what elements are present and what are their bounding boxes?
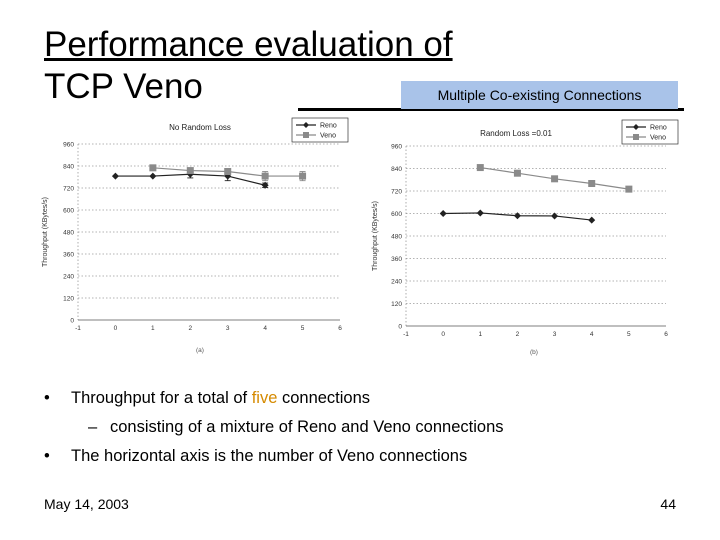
legend-marker <box>303 132 309 138</box>
data-point-veno <box>588 180 596 187</box>
x-tick-label: 4 <box>263 325 267 332</box>
legend-label: Reno <box>320 123 337 130</box>
y-tick-label: 960 <box>391 144 402 151</box>
chart-caption: (b) <box>530 349 538 356</box>
chart-caption: (a) <box>196 347 204 354</box>
legend-box <box>621 119 679 145</box>
data-point-reno <box>149 172 157 180</box>
chart-title: Random Loss =0.01 <box>480 129 552 138</box>
x-tick-label: 5 <box>301 325 305 332</box>
y-tick-label: 0 <box>70 318 74 325</box>
data-point-veno <box>186 167 194 175</box>
legend: Reno Veno <box>291 117 349 143</box>
x-tick-label: 6 <box>664 331 668 338</box>
page-number: 44 <box>660 496 676 512</box>
bullet-item-throughput: • Throughput for a total of five connect… <box>44 384 694 413</box>
bullet-glyph: • <box>44 389 50 407</box>
x-tick-label: 5 <box>627 331 631 338</box>
data-point-veno <box>299 172 307 180</box>
bullet-item-horizontal-axis: • The horizontal axis is the number of V… <box>44 442 694 471</box>
data-point-reno <box>439 210 447 217</box>
bullet-glyph: • <box>44 447 50 465</box>
bullet-text-post: connections <box>277 389 371 407</box>
footer-date: May 14, 2003 <box>44 496 129 512</box>
sub-bullet-mixture: – consisting of a mixture of Reno and Ve… <box>44 413 694 442</box>
x-tick-label: 6 <box>338 325 342 332</box>
x-tick-label: 1 <box>151 325 155 332</box>
x-tick-label: 4 <box>590 331 594 338</box>
x-tick-label: -1 <box>403 331 409 338</box>
y-tick-label: 360 <box>391 256 402 263</box>
y-tick-label: 960 <box>63 142 74 149</box>
sub-bullet-text: consisting of a mixture of Reno and Veno… <box>110 418 504 436</box>
data-point-reno <box>111 172 119 180</box>
y-tick-label: 0 <box>398 324 402 331</box>
legend-marker <box>303 122 309 128</box>
x-tick-label: 0 <box>441 331 445 338</box>
bullet-highlight: five <box>251 389 278 407</box>
legend-label: Veno <box>650 135 666 142</box>
x-tick-label: 0 <box>114 325 118 332</box>
data-point-veno <box>625 185 633 193</box>
y-tick-label: 480 <box>391 234 402 241</box>
legend-label: Reno <box>650 125 667 132</box>
y-tick-label: 120 <box>391 301 402 308</box>
legend: Reno Veno <box>621 119 679 145</box>
y-axis-label: Throughput (KBytes/s) <box>372 201 379 271</box>
bullet-text: The horizontal axis is the number of Ven… <box>71 447 468 465</box>
data-point-veno <box>261 172 269 180</box>
dash-glyph: – <box>88 418 98 436</box>
data-point-veno <box>149 164 157 172</box>
legend-marker <box>633 124 639 130</box>
y-tick-label: 720 <box>63 186 74 193</box>
data-point-reno <box>476 209 484 217</box>
legend-box <box>291 117 349 143</box>
y-tick-label: 720 <box>391 189 402 196</box>
y-tick-label: 360 <box>63 252 74 259</box>
y-axis-label: Throughput (KBytes/s) <box>42 197 49 267</box>
bullet-list: • Throughput for a total of five connect… <box>44 384 694 471</box>
x-tick-label: 3 <box>553 331 557 338</box>
x-tick-label: 3 <box>226 325 230 332</box>
bullet-text-pre: Throughput for a total of <box>71 389 252 407</box>
x-tick-label: 2 <box>516 331 520 338</box>
data-point-reno <box>513 212 521 220</box>
data-point-veno <box>513 169 521 177</box>
data-point-reno <box>588 216 596 224</box>
callout-box: Multiple Co-existing Connections <box>401 81 678 109</box>
y-tick-label: 240 <box>391 279 402 286</box>
data-point-veno <box>551 175 559 183</box>
slide-title: Performance evaluation of TCP Veno <box>44 24 453 108</box>
x-tick-label: 1 <box>478 331 482 338</box>
title-divider <box>298 108 684 111</box>
title-line-2: TCP Veno <box>44 67 203 106</box>
y-tick-label: 240 <box>63 274 74 281</box>
y-tick-label: 480 <box>63 230 74 237</box>
data-point-reno <box>551 212 559 220</box>
title-line-1: Performance evaluation of <box>44 25 453 64</box>
chart-title: No Random Loss <box>169 123 231 132</box>
x-tick-label: 2 <box>188 325 192 332</box>
data-point-veno <box>224 168 232 175</box>
legend-label: Veno <box>320 133 336 140</box>
y-tick-label: 120 <box>63 296 74 303</box>
y-tick-label: 840 <box>391 166 402 173</box>
y-tick-label: 840 <box>63 164 74 171</box>
x-tick-label: -1 <box>75 325 81 332</box>
data-point-veno <box>476 164 484 172</box>
data-point-reno <box>261 181 269 189</box>
legend-marker <box>633 134 639 140</box>
y-tick-label: 600 <box>63 208 74 215</box>
y-tick-label: 600 <box>391 211 402 218</box>
